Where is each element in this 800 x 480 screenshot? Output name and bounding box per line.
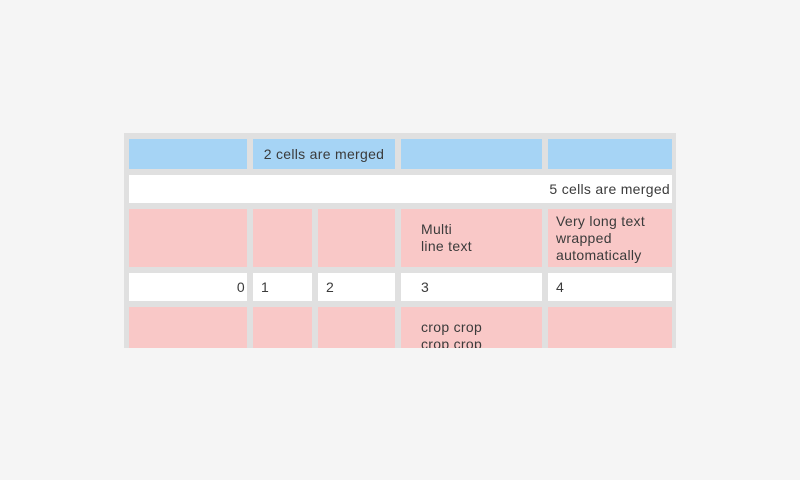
- cell-r2-c0[interactable]: [129, 209, 247, 267]
- cell-r4-c1[interactable]: [253, 307, 312, 348]
- cell-r2-c3-multiline[interactable]: Multi line text: [401, 209, 542, 267]
- cropped-text: crop crop crop crop: [421, 319, 483, 348]
- cell-r0-c3[interactable]: [401, 139, 542, 169]
- cell-r4-c2[interactable]: [318, 307, 395, 348]
- cell-r4-c3-cropped[interactable]: crop crop crop crop: [401, 307, 542, 348]
- cell-r0-c0[interactable]: [129, 139, 247, 169]
- table-grid: 2 cells are merged 5 cells are merged Mu…: [129, 139, 672, 348]
- cell-r4-c4[interactable]: [548, 307, 672, 348]
- cell-r3-c4[interactable]: 4: [548, 273, 672, 301]
- cell-r4-c0[interactable]: [129, 307, 247, 348]
- cell-r0-c4[interactable]: [548, 139, 672, 169]
- cell-r3-c0[interactable]: 0: [129, 273, 247, 301]
- cell-r2-c2[interactable]: [318, 209, 395, 267]
- cell-r3-c3[interactable]: 3: [401, 273, 542, 301]
- cell-r1-merged[interactable]: 5 cells are merged: [129, 175, 672, 203]
- cell-r3-c2[interactable]: 2: [318, 273, 395, 301]
- cell-r2-c1[interactable]: [253, 209, 312, 267]
- cell-r2-c4-wrapped[interactable]: Very long text wrapped automatically: [548, 209, 672, 267]
- cell-r3-c1[interactable]: 1: [253, 273, 312, 301]
- table-widget: 2 cells are merged 5 cells are merged Mu…: [124, 133, 676, 348]
- cell-r0-c1-merged[interactable]: 2 cells are merged: [253, 139, 395, 169]
